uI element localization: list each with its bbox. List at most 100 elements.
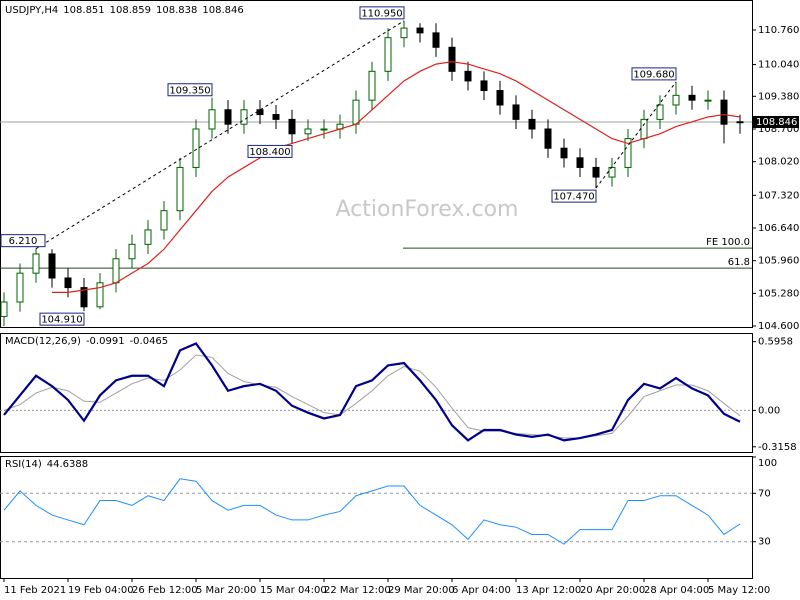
y-tick-label: 110.040	[758, 60, 799, 71]
y-tick-label: 0.00	[758, 405, 780, 416]
y-tick-label: 107.320	[758, 190, 799, 201]
candle-body	[16, 272, 24, 303]
candle-body	[64, 277, 72, 289]
candle-body	[400, 27, 408, 39]
header-value: 108.846	[202, 5, 243, 16]
x-tick-label: 28 Apr 04:00	[644, 585, 709, 596]
candle-body	[176, 166, 184, 212]
x-tick-label: 20 Apr 20:00	[580, 585, 645, 596]
annotation-label: 109.680	[633, 69, 674, 80]
candle-body	[384, 37, 392, 72]
candle-body	[720, 99, 728, 125]
series-line	[3, 478, 741, 545]
header-title: USDJPY,H4	[5, 5, 58, 16]
candle-body	[576, 157, 584, 168]
price-panel	[0, 0, 753, 328]
header-value: 108.859	[110, 5, 151, 16]
series-line	[3, 354, 741, 439]
candle-body	[368, 70, 376, 101]
annotation-box	[359, 6, 405, 20]
annotation-box	[39, 312, 85, 326]
annotation-label: 104.910	[41, 315, 82, 326]
x-tick-label: 5 Mar 20:00	[196, 585, 256, 596]
candle-body	[416, 27, 424, 34]
header-value: -0.0465	[130, 336, 169, 347]
y-tick-label: 100	[758, 458, 777, 469]
y-tick-label: 105.280	[758, 288, 799, 299]
candle-body	[352, 99, 360, 125]
y-tick-label: 105.960	[758, 256, 799, 267]
x-tick-label: 11 Feb 2021	[4, 585, 66, 596]
header-value: 108.838	[156, 5, 197, 16]
series-line	[3, 342, 741, 442]
header-value: -0.0991	[86, 336, 125, 347]
candle-body	[304, 128, 312, 135]
candle-body	[496, 90, 504, 106]
candle-body	[0, 301, 8, 317]
x-tick-label: 13 Apr 12:00	[516, 585, 581, 596]
annotation-label: 110.950	[361, 8, 402, 19]
candle-body	[672, 94, 680, 106]
trend-line	[595, 81, 677, 189]
y-tick-label: 0.5958	[758, 337, 793, 348]
candle-body	[544, 128, 552, 149]
y-tick-label: -0.3158	[758, 442, 797, 453]
y-tick-label: 108.700	[758, 124, 799, 135]
annotation-label: 107.470	[553, 192, 594, 203]
candle-body	[240, 109, 248, 125]
annotation-box	[167, 83, 213, 97]
x-tick-label: 29 Mar 20:00	[388, 585, 455, 596]
y-tick-label: 104.600	[758, 321, 799, 332]
candle-body	[528, 118, 536, 130]
candle-body	[224, 109, 232, 125]
candle-body	[464, 70, 472, 82]
annotation-box	[631, 67, 677, 81]
last-price-box	[753, 115, 799, 128]
header-title: MACD(12,26,9)	[5, 336, 81, 347]
last-price-label: 108.846	[756, 117, 797, 128]
candle-body	[272, 114, 280, 120]
x-tick-label: 6 Apr 04:00	[452, 585, 511, 596]
x-tick-label: 26 Feb 12:00	[132, 585, 198, 596]
annotation-box	[551, 189, 597, 203]
candle-body	[160, 210, 168, 231]
candle-body	[288, 118, 296, 135]
candle-body	[512, 104, 520, 120]
x-tick-label: 22 Mar 12:00	[324, 585, 391, 596]
candle-body	[432, 32, 440, 48]
annotation-label: 108.400	[249, 147, 290, 158]
candle-body	[592, 166, 600, 178]
macd-panel	[0, 333, 753, 453]
indicator-header: MACD(12,26,9) -0.0991 -0.0465	[5, 336, 168, 347]
indicator-header: RSI(14) 44.6388	[5, 459, 88, 470]
trend-line	[35, 20, 405, 250]
candle-body	[48, 253, 56, 279]
candle-body	[704, 99, 712, 102]
y-tick-label: 110.760	[758, 25, 799, 36]
candle-body	[624, 138, 632, 168]
indicator-header: USDJPY,H4 108.851 108.859 108.838 108.846	[5, 5, 244, 16]
candle-body	[256, 109, 264, 116]
rsi-panel	[0, 456, 753, 579]
annotation-label: 109.350	[169, 85, 210, 96]
y-tick-label: 109.380	[758, 91, 799, 102]
level-label: FE 100.0	[706, 237, 750, 248]
series-line	[52, 61, 741, 293]
annotation-box	[247, 144, 293, 158]
candle-body	[608, 166, 616, 178]
candle-body	[560, 147, 568, 159]
candle-body	[96, 282, 104, 308]
y-tick-label: 106.640	[758, 223, 799, 234]
x-tick-label: 15 Mar 04:00	[260, 585, 327, 596]
candle-body	[480, 80, 488, 92]
watermark: ActionForex.com	[336, 197, 519, 222]
x-tick-label: 19 Feb 04:00	[68, 585, 134, 596]
candle-body	[688, 94, 696, 101]
level-label: 61.8	[728, 257, 750, 268]
candle-body	[144, 229, 152, 245]
candle-body	[32, 253, 40, 274]
y-tick-label: 70	[758, 488, 771, 499]
candle-body	[192, 128, 200, 168]
